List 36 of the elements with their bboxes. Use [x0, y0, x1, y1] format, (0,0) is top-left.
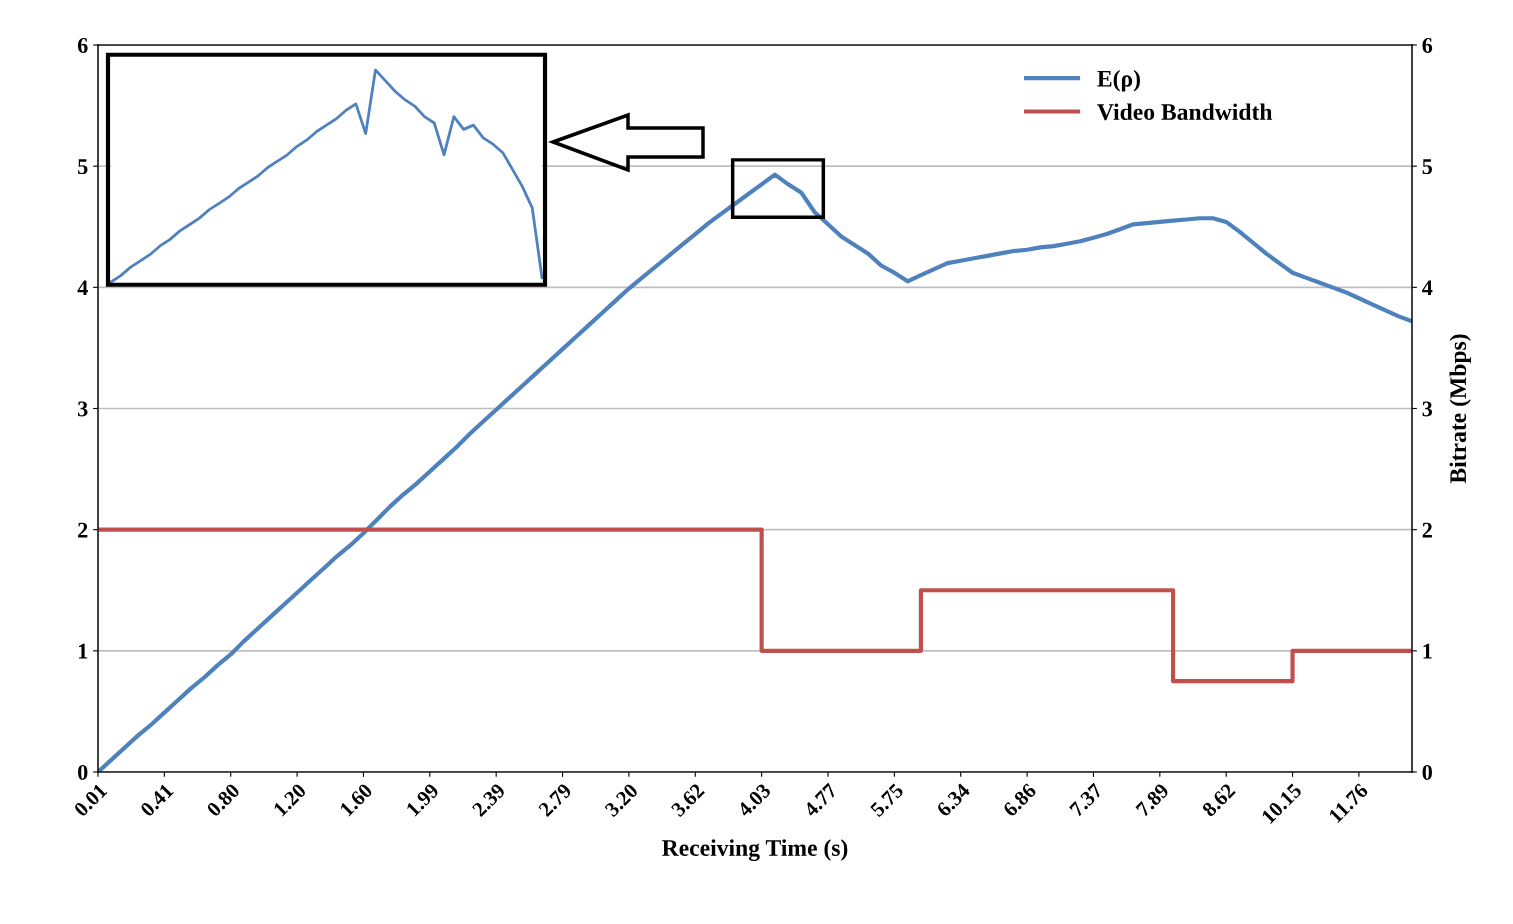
y2-tick-label: 5	[1422, 159, 1433, 175]
legend-label: Video Bandwidth	[1097, 103, 1273, 121]
y-tick-label: 4	[77, 280, 88, 296]
x-tick-label: 3.20	[604, 782, 639, 818]
x-tick-label: 6.86	[1002, 782, 1038, 818]
y2-tick-label: 2	[1422, 522, 1432, 538]
x-tick-label: 7.89	[1135, 782, 1170, 818]
x-tick-label: 8.62	[1201, 782, 1236, 818]
x-tick-label: 1.60	[339, 782, 374, 817]
x-tick-label: 0.41	[139, 782, 175, 818]
x-tick-label: 3.62	[670, 782, 706, 818]
x-tick-label: 0.80	[205, 782, 241, 818]
y2-tick-label: 0	[1422, 764, 1432, 780]
x-tick-label: 1.99	[405, 782, 440, 817]
y2-axis-title: Bitrate (Mbps)	[1449, 334, 1471, 484]
y2-tick-label: 1	[1423, 643, 1432, 659]
y-tick-label: 3	[78, 401, 88, 417]
x-tick-label: 7.37	[1068, 782, 1104, 818]
x-axis-title: Receiving Time (s)	[662, 839, 848, 861]
y2-tick-label: 3	[1422, 401, 1433, 417]
x-tick-label: 5.75	[869, 782, 905, 818]
x-tick-label: 1.20	[272, 782, 307, 817]
x-tick-label: 2.79	[537, 782, 573, 818]
y-tick-label: 0	[78, 764, 88, 780]
legend-label: E(ρ)	[1097, 70, 1140, 92]
x-tick-label: 4.03	[736, 782, 772, 818]
y-tick-label: 5	[78, 159, 88, 175]
y2-tick-label: 4	[1422, 280, 1433, 296]
x-tick-label: 2.39	[471, 782, 507, 818]
y-tick-label: 1	[78, 643, 88, 659]
y2-tick-label: 6	[1422, 37, 1433, 53]
x-tick-label: 6.34	[935, 782, 971, 818]
x-tick-label: 4.77	[802, 782, 839, 818]
y-tick-label: 2	[78, 522, 88, 538]
x-tick-label: 0.01	[73, 782, 108, 818]
y-tick-label: 6	[77, 37, 88, 53]
